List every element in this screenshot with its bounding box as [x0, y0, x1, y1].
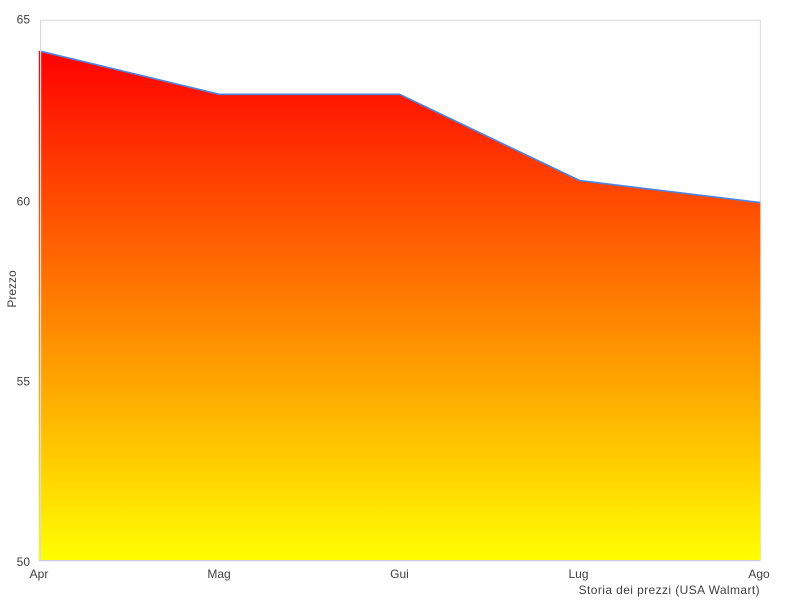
svg-text:55: 55 — [17, 375, 31, 389]
svg-text:Gui: Gui — [390, 567, 409, 581]
svg-text:Storia dei prezzi (USA Walmart: Storia dei prezzi (USA Walmart) — [579, 583, 760, 597]
svg-text:50: 50 — [17, 555, 31, 569]
svg-text:Lug: Lug — [568, 567, 588, 581]
svg-text:Ago: Ago — [748, 567, 770, 581]
svg-text:Mag: Mag — [207, 567, 230, 581]
svg-text:60: 60 — [17, 195, 31, 209]
svg-text:65: 65 — [17, 13, 31, 27]
svg-text:Apr: Apr — [30, 567, 49, 581]
svg-text:Prezzo: Prezzo — [5, 270, 19, 308]
